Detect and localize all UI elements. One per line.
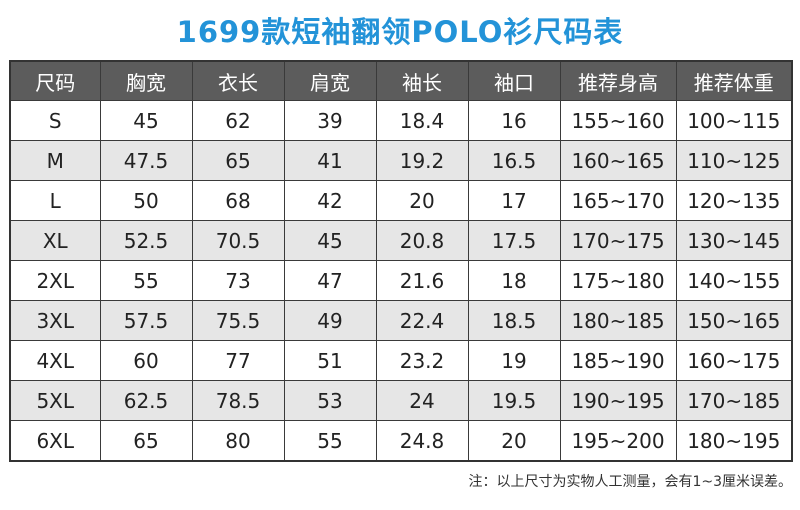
column-header: 袖口 bbox=[467, 60, 561, 101]
table-cell: 160~165 bbox=[559, 140, 677, 181]
table-cell: 18.4 bbox=[375, 100, 469, 141]
table-row: 3XL 57.5 75.5 49 22.4 18.5 180~185 150~165 bbox=[9, 300, 793, 341]
table-cell: 150~165 bbox=[675, 300, 793, 341]
table-cell: 55 bbox=[99, 260, 193, 301]
table-cell: 175~180 bbox=[559, 260, 677, 301]
table-cell: 47 bbox=[283, 260, 377, 301]
size-label-cell: 3XL bbox=[9, 300, 101, 341]
table-cell: 110~125 bbox=[675, 140, 793, 181]
table-cell: 18.5 bbox=[467, 300, 561, 341]
table-cell: 16 bbox=[467, 100, 561, 141]
table-cell: 77 bbox=[191, 340, 285, 381]
table-cell: 160~175 bbox=[675, 340, 793, 381]
table-row: 4XL 60 77 51 23.2 19 185~190 160~175 bbox=[9, 340, 793, 381]
table-cell: 19.2 bbox=[375, 140, 469, 181]
table-cell: 47.5 bbox=[99, 140, 193, 181]
table-row: XL 52.5 70.5 45 20.8 17.5 170~175 130~145 bbox=[9, 220, 793, 261]
table-cell: 22.4 bbox=[375, 300, 469, 341]
size-label-cell: S bbox=[9, 100, 101, 141]
table-cell: 60 bbox=[99, 340, 193, 381]
table-cell: 42 bbox=[283, 180, 377, 221]
table-cell: 20.8 bbox=[375, 220, 469, 261]
size-label-cell: M bbox=[9, 140, 101, 181]
table-cell: 20 bbox=[375, 180, 469, 221]
table-cell: 52.5 bbox=[99, 220, 193, 261]
table-cell: 155~160 bbox=[559, 100, 677, 141]
table-cell: 53 bbox=[283, 380, 377, 421]
table-row: 6XL 65 80 55 24.8 20 195~200 180~195 bbox=[9, 420, 793, 462]
table-row: S 45 62 39 18.4 16 155~160 100~115 bbox=[9, 100, 793, 141]
size-label-cell: 4XL bbox=[9, 340, 101, 381]
column-header: 推荐身高 bbox=[559, 60, 677, 101]
table-cell: 170~175 bbox=[559, 220, 677, 261]
column-header: 衣长 bbox=[191, 60, 285, 101]
column-header: 推荐体重 bbox=[675, 60, 793, 101]
table-cell: 55 bbox=[283, 420, 377, 462]
table-row: 2XL 55 73 47 21.6 18 175~180 140~155 bbox=[9, 260, 793, 301]
table-cell: 39 bbox=[283, 100, 377, 141]
table-cell: 180~185 bbox=[559, 300, 677, 341]
size-chart-table: 尺码 胸宽 衣长 肩宽 袖长 袖口 推荐身高 推荐体重 S 45 62 39 18.4 1… bbox=[9, 60, 793, 462]
size-label-cell: 5XL bbox=[9, 380, 101, 421]
table-cell: 49 bbox=[283, 300, 377, 341]
table-cell: 170~185 bbox=[675, 380, 793, 421]
table-cell: 70.5 bbox=[191, 220, 285, 261]
measurement-note: 注：以上尺寸为实物人工测量，会有1~3厘米误差。 bbox=[468, 474, 792, 490]
table-cell: 80 bbox=[191, 420, 285, 462]
table-row: M 47.5 65 41 19.2 16.5 160~165 110~125 bbox=[9, 140, 793, 181]
size-label-cell: 6XL bbox=[9, 420, 101, 462]
table-cell: 65 bbox=[99, 420, 193, 462]
table-cell: 17.5 bbox=[467, 220, 561, 261]
table-cell: 78.5 bbox=[191, 380, 285, 421]
table-cell: 50 bbox=[99, 180, 193, 221]
table-cell: 100~115 bbox=[675, 100, 793, 141]
table-cell: 17 bbox=[467, 180, 561, 221]
table-cell: 130~145 bbox=[675, 220, 793, 261]
table-header-row: 尺码 胸宽 衣长 肩宽 袖长 袖口 推荐身高 推荐体重 bbox=[9, 60, 793, 101]
table-row: 5XL 62.5 78.5 53 24 19.5 190~195 170~185 bbox=[9, 380, 793, 421]
table-cell: 185~190 bbox=[559, 340, 677, 381]
table-cell: 45 bbox=[283, 220, 377, 261]
table-cell: 75.5 bbox=[191, 300, 285, 341]
column-header: 胸宽 bbox=[99, 60, 193, 101]
table-cell: 21.6 bbox=[375, 260, 469, 301]
column-header: 尺码 bbox=[9, 60, 101, 101]
page-title: 1699款短袖翻领POLO衫尺码表 bbox=[176, 15, 624, 49]
table-cell: 24.8 bbox=[375, 420, 469, 462]
table-cell: 62 bbox=[191, 100, 285, 141]
table-cell: 195~200 bbox=[559, 420, 677, 462]
size-label-cell: 2XL bbox=[9, 260, 101, 301]
table-cell: 73 bbox=[191, 260, 285, 301]
table-cell: 20 bbox=[467, 420, 561, 462]
table-cell: 51 bbox=[283, 340, 377, 381]
table-cell: 140~155 bbox=[675, 260, 793, 301]
table-cell: 68 bbox=[191, 180, 285, 221]
column-header: 袖长 bbox=[375, 60, 469, 101]
table-cell: 120~135 bbox=[675, 180, 793, 221]
table-cell: 16.5 bbox=[467, 140, 561, 181]
table-row: L 50 68 42 20 17 165~170 120~135 bbox=[9, 180, 793, 221]
table-cell: 19 bbox=[467, 340, 561, 381]
table-cell: 45 bbox=[99, 100, 193, 141]
size-label-cell: XL bbox=[9, 220, 101, 261]
table-body: S 45 62 39 18.4 16 155~160 100~115 M 47.5 65 41 19.2… bbox=[9, 100, 793, 462]
column-header: 肩宽 bbox=[283, 60, 377, 101]
table-cell: 24 bbox=[375, 380, 469, 421]
table-cell: 165~170 bbox=[559, 180, 677, 221]
table-cell: 19.5 bbox=[467, 380, 561, 421]
table-cell: 65 bbox=[191, 140, 285, 181]
table-cell: 18 bbox=[467, 260, 561, 301]
table-cell: 180~195 bbox=[675, 420, 793, 462]
table-cell: 41 bbox=[283, 140, 377, 181]
table-cell: 62.5 bbox=[99, 380, 193, 421]
size-label-cell: L bbox=[9, 180, 101, 221]
table-cell: 23.2 bbox=[375, 340, 469, 381]
table-cell: 190~195 bbox=[559, 380, 677, 421]
table-cell: 57.5 bbox=[99, 300, 193, 341]
